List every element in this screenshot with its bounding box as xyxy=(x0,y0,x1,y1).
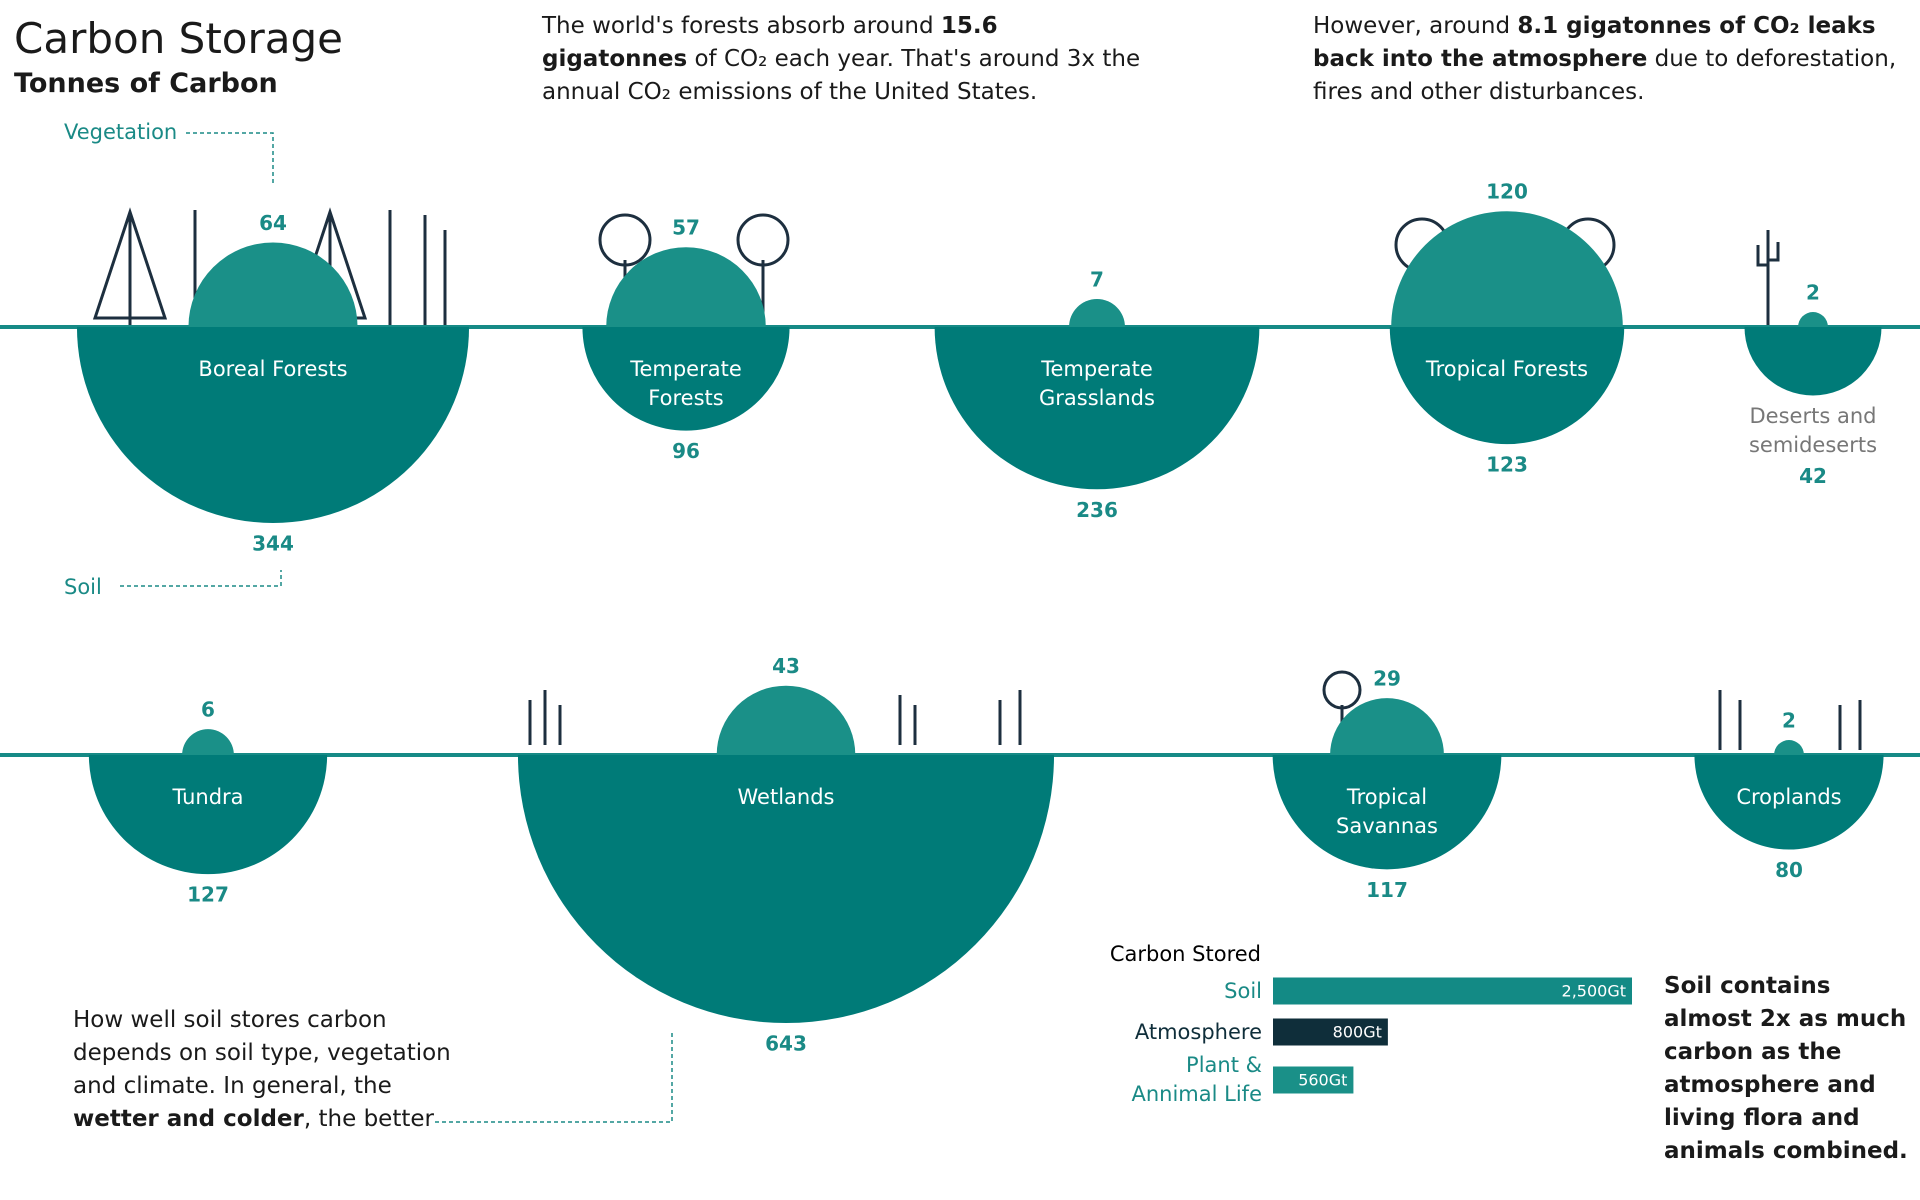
soil-value: 236 xyxy=(1076,498,1118,522)
annotation-text: Soil contains almost 2x as much carbon a… xyxy=(1664,973,1908,1164)
vegetation-semicircle xyxy=(1774,740,1804,755)
vegetation-value: 2 xyxy=(1782,709,1796,733)
bar xyxy=(1273,977,1632,1005)
category-label: Temperate Grasslands xyxy=(1039,357,1155,410)
soil-semicircle xyxy=(88,755,328,875)
leader xyxy=(186,132,274,185)
vegetation-value: 43 xyxy=(772,654,800,678)
annotation-text: , the better xyxy=(303,1106,434,1132)
legend-soil: Soil xyxy=(64,575,102,599)
vegetation-value: 57 xyxy=(672,216,700,240)
vegetation-semicircle xyxy=(1391,211,1623,327)
vegetation-semicircle xyxy=(716,685,856,755)
annotation-text: The world's forests absorb around xyxy=(542,13,941,39)
vegetation-value: 64 xyxy=(259,211,287,235)
bar-value-label: 800Gt xyxy=(1333,1023,1382,1042)
vegetation-semicircle xyxy=(1069,299,1125,327)
category-label: Tundra xyxy=(172,785,244,809)
annotation-text: 15.6 gigatonnes xyxy=(542,13,998,72)
vegetation-semicircle xyxy=(182,729,234,755)
leader xyxy=(120,570,282,587)
vegetation-value: 2 xyxy=(1806,281,1820,305)
leader-lines xyxy=(120,132,673,1123)
category-label: Wetlands xyxy=(737,785,835,809)
soil-semicircle xyxy=(582,327,790,431)
vegetation-value: 120 xyxy=(1486,180,1528,204)
tree-icon xyxy=(193,210,447,325)
crop-icon xyxy=(1718,690,1862,750)
soil-value: 123 xyxy=(1486,453,1528,477)
vegetation-value: 7 xyxy=(1090,268,1104,292)
soil-value: 643 xyxy=(765,1032,807,1056)
annotation-text: However, around xyxy=(1313,13,1518,39)
soil-value: 80 xyxy=(1775,858,1803,882)
bar xyxy=(1273,1018,1388,1046)
vegetation-semicircle xyxy=(188,242,358,327)
soil-semicircle xyxy=(1272,755,1502,870)
annotation: The world's forests absorb around 15.6 g… xyxy=(542,10,1142,109)
bar-category-label: Atmosphere xyxy=(1134,1020,1262,1044)
soil-semicircle xyxy=(76,327,470,523)
vegetation-semicircle xyxy=(606,247,766,327)
annotation: Soil contains almost 2x as much carbon a… xyxy=(1664,970,1909,1168)
vegetation-semicircle xyxy=(1330,698,1444,755)
soil-semicircle xyxy=(1694,755,1884,850)
annotation: How well soil stores carbon depends on s… xyxy=(73,1004,473,1136)
bar xyxy=(1273,1066,1354,1094)
soil-value: 127 xyxy=(187,883,229,907)
soil-semicircle xyxy=(1389,327,1625,445)
bar-chart-title: Carbon Stored xyxy=(1110,942,1261,966)
cactus-icon xyxy=(1756,230,1780,325)
bar-category-label: Soil xyxy=(1224,979,1262,1003)
tree-icon xyxy=(736,213,790,267)
tree-icon xyxy=(1322,670,1362,710)
category-label: Temperate Forests xyxy=(630,357,742,410)
category-label: Tropical Savannas xyxy=(1336,785,1438,838)
subtitle: Tonnes of Carbon xyxy=(14,68,278,99)
soil-semicircle xyxy=(934,327,1260,490)
annotation-text: due to deforestation, fires and other di… xyxy=(1313,46,1897,105)
annotation-text: 8.1 gigatonnes of CO₂ leaks back into th… xyxy=(1313,13,1876,72)
category-label: Boreal Forests xyxy=(198,357,348,381)
title: Carbon Storage xyxy=(14,14,343,63)
tree-icon xyxy=(92,207,168,325)
vegetation-value: 6 xyxy=(201,698,215,722)
category-label: Tropical Forests xyxy=(1425,357,1589,381)
category-label: Deserts and semideserts xyxy=(1748,403,1878,457)
annotation-text: How well soil stores carbon depends on s… xyxy=(73,1007,451,1099)
soil-value: 344 xyxy=(252,532,294,556)
legend-vegetation: Vegetation xyxy=(64,120,178,144)
reed-icon xyxy=(528,690,1022,745)
tree-icon xyxy=(598,213,652,267)
annotation-text: of CO₂ each year. That's around 3x the a… xyxy=(542,46,1141,105)
bar-value-label: 2,500Gt xyxy=(1562,982,1626,1001)
annotation-text: wetter and colder xyxy=(73,1106,304,1132)
vegetation-semicircle xyxy=(1798,312,1828,327)
soil-value: 117 xyxy=(1366,878,1408,902)
soil-semicircle xyxy=(1744,327,1882,396)
category-label: Croplands xyxy=(1736,785,1842,809)
annotation: However, around 8.1 gigatonnes of CO₂ le… xyxy=(1313,10,1903,109)
bar-category-label: Plant & Annimal Life xyxy=(1131,1053,1262,1106)
soil-value: 96 xyxy=(672,439,700,463)
leader xyxy=(435,1032,673,1123)
vegetation-value: 29 xyxy=(1373,667,1401,691)
soil-value: 42 xyxy=(1799,464,1827,488)
bar-value-label: 560Gt xyxy=(1298,1071,1347,1090)
soil-semicircle xyxy=(517,755,1055,1024)
